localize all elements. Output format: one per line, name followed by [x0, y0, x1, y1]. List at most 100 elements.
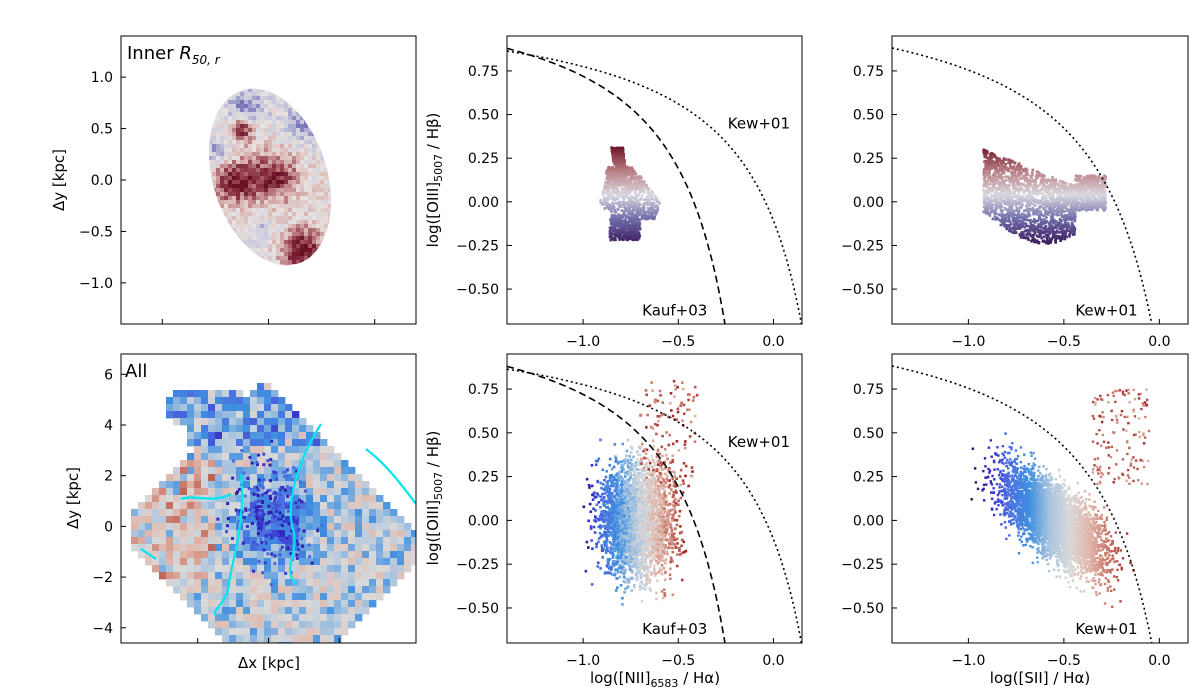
map-pixel: [280, 272, 285, 277]
map-pixel: [284, 140, 289, 145]
map-pixel: [340, 112, 345, 117]
map-pixel: [324, 180, 329, 185]
map-pixel: [248, 96, 253, 101]
map-pixel: [316, 164, 321, 169]
map-pixel: [332, 80, 337, 85]
map-pixel: [292, 104, 297, 109]
bpt-point: [628, 220, 632, 223]
bpt-point: [1040, 199, 1043, 203]
map-pixel: [248, 100, 253, 105]
bpt-point: [1044, 179, 1048, 182]
map-pixel: [324, 84, 329, 89]
bpt-point: [1054, 237, 1058, 241]
map-pixel: [200, 152, 205, 157]
bpt-point: [1045, 216, 1048, 219]
map-pixel: [300, 220, 305, 225]
bpt-point: [1001, 189, 1005, 193]
bpt-point: [1051, 180, 1055, 184]
map-pixel: [336, 112, 341, 117]
map-pixel: [292, 268, 297, 273]
bpt-point: [1088, 197, 1092, 200]
map-pixel: [244, 112, 249, 117]
map-pixel: [244, 164, 249, 169]
map-pixel: [248, 104, 253, 109]
map-pixel: [292, 192, 297, 197]
map-pixel: [216, 232, 221, 237]
map-pixel: [244, 252, 249, 257]
bpt-point: [1037, 223, 1041, 227]
bpt-point: [991, 160, 994, 163]
map-pixel: [332, 176, 337, 181]
map-pixel: [216, 144, 221, 149]
map-pixel: [220, 216, 225, 221]
map-pixel: [276, 260, 281, 265]
map-pixel: [248, 172, 253, 177]
map-pixel: [296, 204, 301, 209]
map-pixel: [280, 152, 285, 157]
map-pixel: [240, 116, 245, 121]
map-pixel: [296, 224, 301, 229]
map-pixel: [328, 196, 333, 201]
map-pixel: [256, 124, 261, 129]
map-pixel: [336, 272, 341, 277]
bpt-point: [1058, 226, 1062, 229]
map-pixel: [332, 268, 337, 273]
bpt-point: [634, 230, 638, 234]
map-pixel: [264, 108, 269, 113]
map-pixel: [236, 216, 241, 221]
map-pixel: [252, 116, 257, 121]
map-pixel: [204, 84, 209, 89]
bpt-point: [1003, 224, 1006, 228]
map-pixel: [280, 180, 285, 185]
map-pixel: [288, 136, 293, 141]
map-pixel: [200, 228, 205, 233]
map-pixel: [200, 188, 205, 193]
map-pixel: [200, 208, 205, 213]
map-pixel: [268, 104, 273, 109]
bpt-point: [987, 163, 990, 166]
bpt-point: [1038, 225, 1041, 229]
bpt-point: [1005, 188, 1008, 191]
map-pixel: [220, 144, 225, 149]
bpt-point: [1087, 194, 1090, 198]
map-pixel: [228, 156, 233, 161]
map-pixel: [304, 88, 309, 93]
bpt-point: [1069, 196, 1072, 200]
map-pixel: [264, 136, 269, 141]
map-pixel: [316, 212, 321, 217]
bpt-point: [636, 187, 640, 191]
bpt-point: [637, 201, 641, 205]
bpt-point: [613, 209, 616, 212]
map-pixel: [236, 208, 241, 213]
bpt-point: [994, 218, 998, 221]
map-pixel: [344, 168, 349, 173]
map-pixel: [292, 132, 297, 137]
map-pixel: [236, 84, 241, 89]
map-pixel: [296, 268, 301, 273]
map-pixel: [200, 92, 205, 97]
bpt-point: [1019, 222, 1023, 226]
bpt-point: [645, 199, 649, 202]
bpt-point: [1041, 176, 1045, 179]
map-pixel: [304, 268, 309, 273]
map-pixel: [276, 256, 281, 261]
map-pixel: [256, 264, 261, 269]
map-pixel: [344, 88, 349, 93]
bpt-point: [654, 210, 657, 214]
map-pixel: [340, 140, 345, 145]
map-pixel: [324, 220, 329, 225]
bpt-point: [988, 182, 991, 186]
map-pixel: [332, 144, 337, 149]
map-pixel: [328, 240, 333, 245]
map-pixel: [236, 196, 241, 201]
map-pixel: [336, 156, 341, 161]
bpt-point: [627, 236, 630, 239]
map-pixel: [332, 216, 337, 221]
map-pixel: [224, 112, 229, 117]
map-pixel: [216, 236, 221, 241]
map-pixel: [316, 232, 321, 237]
map-pixel: [264, 88, 269, 93]
map-pixel: [340, 216, 345, 221]
map-pixel: [236, 144, 241, 149]
map-pixel: [288, 244, 293, 249]
